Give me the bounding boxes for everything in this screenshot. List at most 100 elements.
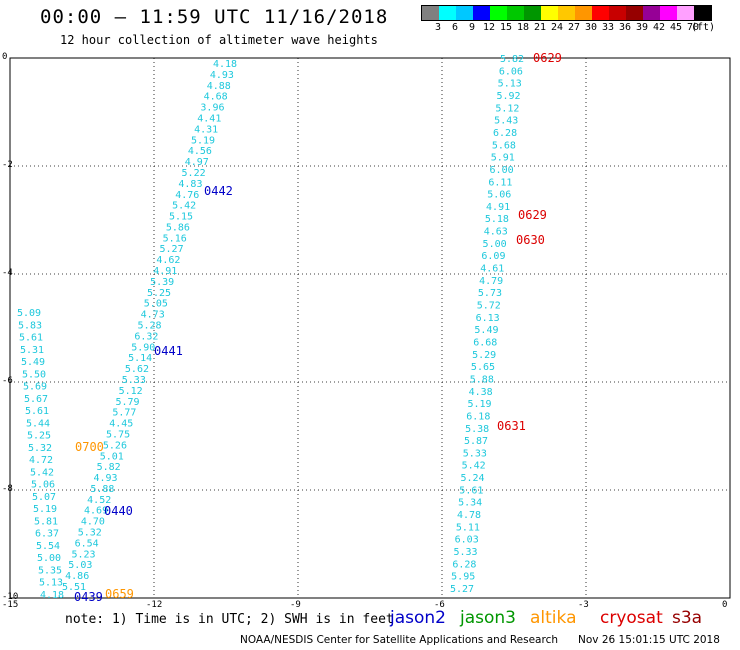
swh-value-track1: 5.75 xyxy=(106,429,130,440)
swh-value-track3: 4.78 xyxy=(457,510,481,521)
swh-value-track3: 5.33 xyxy=(453,547,477,558)
time-label-cryosat: 0631 xyxy=(497,419,526,433)
y-tick-label: -6 xyxy=(2,376,13,386)
y-tick-label: 0 xyxy=(2,52,8,62)
colorbar-swatch xyxy=(490,6,507,20)
swh-value-track3: 5.12 xyxy=(495,103,519,114)
x-tick-label: 0 xyxy=(722,600,728,610)
y-tick-label: -2 xyxy=(2,160,13,170)
swh-value-track3: 4.61 xyxy=(480,264,504,275)
colorbar-swatch xyxy=(439,6,456,20)
swh-value-track2: 4.18 xyxy=(40,590,64,601)
swh-value-track3: 5.38 xyxy=(465,424,489,435)
footer-note: note: 1) Time is in UTC; 2) SWH is in fe… xyxy=(65,612,394,627)
swh-value-track1: 4.73 xyxy=(141,310,165,321)
swh-value-track1: 4.93 xyxy=(210,70,234,81)
swh-value-track1: 4.93 xyxy=(93,473,117,484)
swh-value-track3: 6.13 xyxy=(476,313,500,324)
swh-value-track3: 5.91 xyxy=(491,153,515,164)
swh-colorbar xyxy=(421,5,712,21)
swh-value-track1: 4.18 xyxy=(213,59,237,70)
swh-value-track1: 5.39 xyxy=(150,277,174,288)
colorbar-label: 45 xyxy=(669,22,683,33)
swh-value-track1: 5.77 xyxy=(112,408,136,419)
swh-value-track2: 5.32 xyxy=(28,443,52,454)
swh-value-track3: 6.68 xyxy=(473,337,497,348)
swh-value-track2: 5.69 xyxy=(23,382,47,393)
swh-value-track1: 5.01 xyxy=(100,451,124,462)
swh-value-track3: 5.72 xyxy=(477,301,501,312)
swh-value-track1: 4.88 xyxy=(207,81,231,92)
colorbar-label: 24 xyxy=(550,22,564,33)
swh-value-track1: 5.22 xyxy=(182,168,206,179)
map-title: 00:00 – 11:59 UTC 11/16/2018 xyxy=(40,6,389,28)
colorbar-swatch xyxy=(473,6,490,20)
swh-value-track2: 5.31 xyxy=(20,345,44,356)
swh-value-track3: 5.06 xyxy=(487,190,511,201)
swh-value-track3: 5.24 xyxy=(460,473,484,484)
swh-value-track2: 5.06 xyxy=(31,480,55,491)
swh-value-track3: 5.13 xyxy=(498,79,522,90)
swh-value-track3: 6.28 xyxy=(493,128,517,139)
swh-value-track1: 4.97 xyxy=(185,157,209,168)
colorbar-swatch xyxy=(507,6,524,20)
swh-value-track1: 5.90 xyxy=(131,342,155,353)
swh-value-track1: 5.25 xyxy=(147,288,171,299)
swh-value-track3: 5.11 xyxy=(456,522,480,533)
swh-value-track1: 5.82 xyxy=(97,462,121,473)
swh-value-track3: 5.49 xyxy=(474,325,498,336)
swh-value-track1: 5.16 xyxy=(163,233,187,244)
time-label-altika: 0659 xyxy=(105,587,134,601)
swh-value-track3: 5.92 xyxy=(497,91,521,102)
swh-value-track3: 6.09 xyxy=(481,251,505,262)
colorbar-label: 42 xyxy=(652,22,666,33)
colorbar-label: 18 xyxy=(516,22,530,33)
colorbar-swatch xyxy=(422,6,439,20)
swh-value-track1: 5.15 xyxy=(169,212,193,223)
colorbar-label: 9 xyxy=(468,22,476,33)
swh-value-track3: 6.03 xyxy=(455,535,479,546)
swh-value-track3: 5.27 xyxy=(450,584,474,595)
swh-value-track3: 6.28 xyxy=(452,559,476,570)
swh-value-track2: 5.67 xyxy=(24,394,48,405)
swh-value-track1: 5.33 xyxy=(122,375,146,386)
swh-value-track1: 5.79 xyxy=(115,397,139,408)
swh-value-track1: 5.14 xyxy=(128,353,152,364)
legend-jason2: jason2 xyxy=(390,608,446,628)
map-subtitle: 12 hour collection of altimeter wave hei… xyxy=(60,33,378,47)
time-label-jason2: 0439 xyxy=(74,590,103,604)
swh-value-track3: 5.73 xyxy=(478,288,502,299)
legend-cryosat: cryosat xyxy=(600,608,663,628)
swh-value-track3: 5.29 xyxy=(472,350,496,361)
swh-value-track2: 5.61 xyxy=(25,406,49,417)
swh-value-track2: 5.13 xyxy=(39,578,63,589)
colorbar-label: 6 xyxy=(451,22,459,33)
time-label-jason2: 0442 xyxy=(204,184,233,198)
colorbar-swatch xyxy=(660,6,677,20)
swh-value-track2: 5.54 xyxy=(36,541,60,552)
swh-value-track2: 6.37 xyxy=(35,529,59,540)
swh-value-track2: 5.25 xyxy=(27,431,51,442)
swh-value-track1: 4.68 xyxy=(204,92,228,103)
swh-value-track1: 5.62 xyxy=(125,364,149,375)
colorbar-swatch xyxy=(524,6,541,20)
swh-value-track2: 5.61 xyxy=(19,333,43,344)
x-tick-label: -15 xyxy=(2,600,19,610)
swh-value-track2: 5.07 xyxy=(32,492,56,503)
swh-value-track1: 4.91 xyxy=(153,266,177,277)
colorbar-label: 36 xyxy=(618,22,632,33)
y-tick-label: -4 xyxy=(2,268,13,278)
swh-value-track3: 4.63 xyxy=(484,227,508,238)
swh-value-track1: 4.41 xyxy=(197,113,221,124)
time-label-cryosat: 0629 xyxy=(533,51,562,65)
colorbar-label: 12 xyxy=(482,22,496,33)
colorbar-swatch xyxy=(558,6,575,20)
swh-value-track1: 5.03 xyxy=(68,560,92,571)
colorbar-label: 3 xyxy=(434,22,442,33)
swh-value-track1: 4.69 xyxy=(84,506,108,517)
swh-value-track1: 4.83 xyxy=(178,179,202,190)
swh-value-track2: 5.19 xyxy=(33,504,57,515)
swh-value-track1: 5.23 xyxy=(71,549,95,560)
colorbar-swatch xyxy=(541,6,558,20)
swh-value-track1: 5.86 xyxy=(166,222,190,233)
